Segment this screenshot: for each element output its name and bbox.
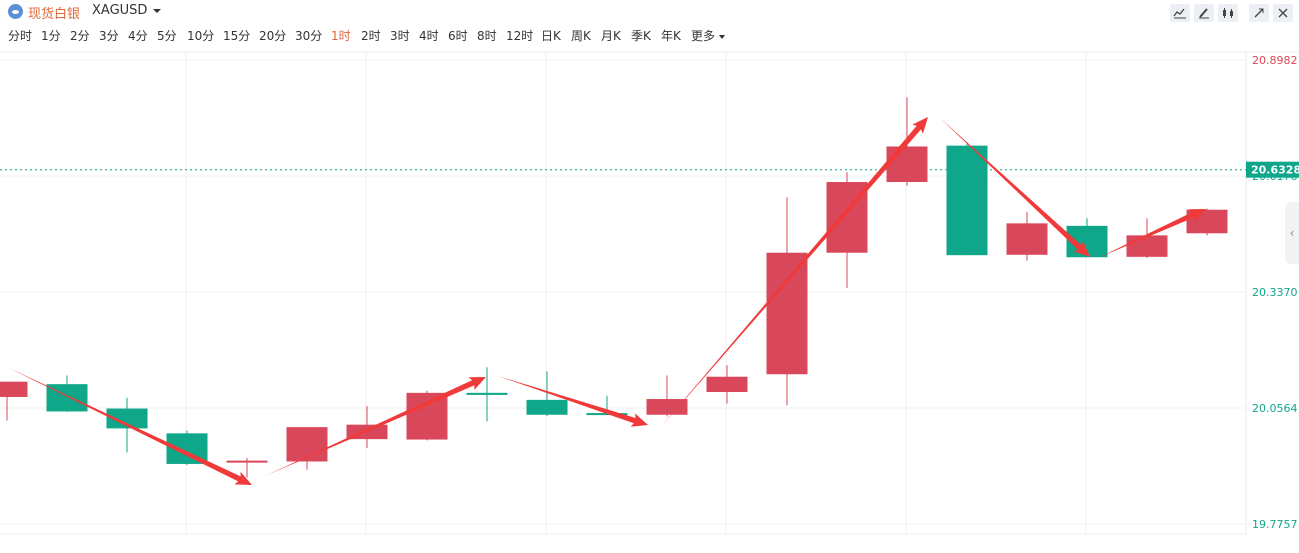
instrument-symbol[interactable]: XAGUSD (92, 3, 148, 18)
candle-body (946, 145, 988, 256)
current-price-tag (1246, 161, 1299, 178)
candle-body (526, 399, 568, 415)
period-tab[interactable]: 3分 (99, 29, 119, 43)
period-tab[interactable]: 6时 (448, 29, 468, 43)
period-tab[interactable]: 3时 (390, 29, 410, 43)
current-price-label: 20.6328 (1251, 164, 1299, 177)
candle-body (46, 384, 88, 412)
period-tab[interactable]: 10分 (187, 29, 215, 43)
draw-pen-icon[interactable] (1194, 4, 1214, 22)
y-tick-label: 19.7757 (1252, 518, 1298, 531)
period-tab[interactable]: 4分 (128, 29, 148, 43)
candle-body (286, 427, 328, 462)
period-tab[interactable]: 2时 (361, 29, 381, 43)
candle-style-icon[interactable] (1218, 4, 1238, 22)
period-tab[interactable]: 日K (541, 29, 561, 43)
candle-body (1126, 235, 1168, 257)
line-chart-icon[interactable] (1170, 4, 1190, 22)
candle-body (1006, 223, 1048, 255)
trend-arrow (7, 367, 252, 485)
period-tab[interactable]: 4时 (419, 29, 439, 43)
period-tab[interactable]: 12时 (506, 29, 534, 43)
instrument-title[interactable]: 现货白银 (28, 7, 81, 22)
period-tab[interactable]: 分时 (8, 29, 33, 43)
trend-arrow (498, 376, 648, 427)
candle-body (106, 408, 148, 429)
silver-logo-icon (8, 4, 23, 19)
period-tab[interactable]: 30分 (295, 29, 323, 43)
period-tab[interactable]: 8时 (477, 29, 497, 43)
candle-body (466, 392, 508, 395)
period-tab[interactable]: 周K (571, 29, 591, 43)
candle-body (886, 146, 928, 183)
period-selector: 分时 1分 2分 3分 4分 5分 10分 15分 20分 30分 1时 2时 3时 4时 6时 8时 12时日… (0, 27, 760, 45)
candle-body (766, 252, 808, 375)
trend-arrow (265, 377, 486, 476)
y-tick-label: 20.3370 (1252, 286, 1298, 299)
trend-arrow (1100, 209, 1206, 257)
candle-body (646, 399, 688, 415)
period-tab[interactable]: 20分 (259, 29, 287, 43)
period-tab[interactable]: 15分 (223, 29, 251, 43)
trend-arrow (940, 118, 1090, 257)
fullscreen-icon[interactable] (1249, 4, 1269, 22)
period-tab[interactable]: 2分 (70, 29, 90, 43)
candle-body (706, 376, 748, 393)
candle-body (586, 413, 628, 416)
period-tab[interactable]: 季K (631, 29, 651, 43)
trend-arrow (660, 117, 928, 428)
close-icon[interactable] (1273, 4, 1293, 22)
period-tab[interactable]: 月K (601, 29, 621, 43)
candle-body (406, 392, 448, 440)
collapse-panel-icon[interactable]: ‹ (1285, 202, 1299, 264)
period-tab[interactable]: 1分 (41, 29, 61, 43)
more-caret-icon[interactable] (719, 35, 725, 39)
period-tab[interactable]: 5分 (157, 29, 177, 43)
period-tab[interactable]: 更多 (691, 29, 716, 43)
period-tab[interactable]: 1时 (331, 29, 351, 43)
candle-body (226, 460, 268, 463)
chevron-down-icon[interactable] (153, 9, 161, 13)
candle-body (0, 381, 28, 397)
chart-header: 现货白银 XAGUSD (0, 0, 1299, 24)
y-tick-label: 20.8982 (1252, 54, 1298, 67)
period-tab[interactable]: 年K (661, 29, 681, 43)
y-tick-label: 20.0564 (1252, 402, 1298, 415)
